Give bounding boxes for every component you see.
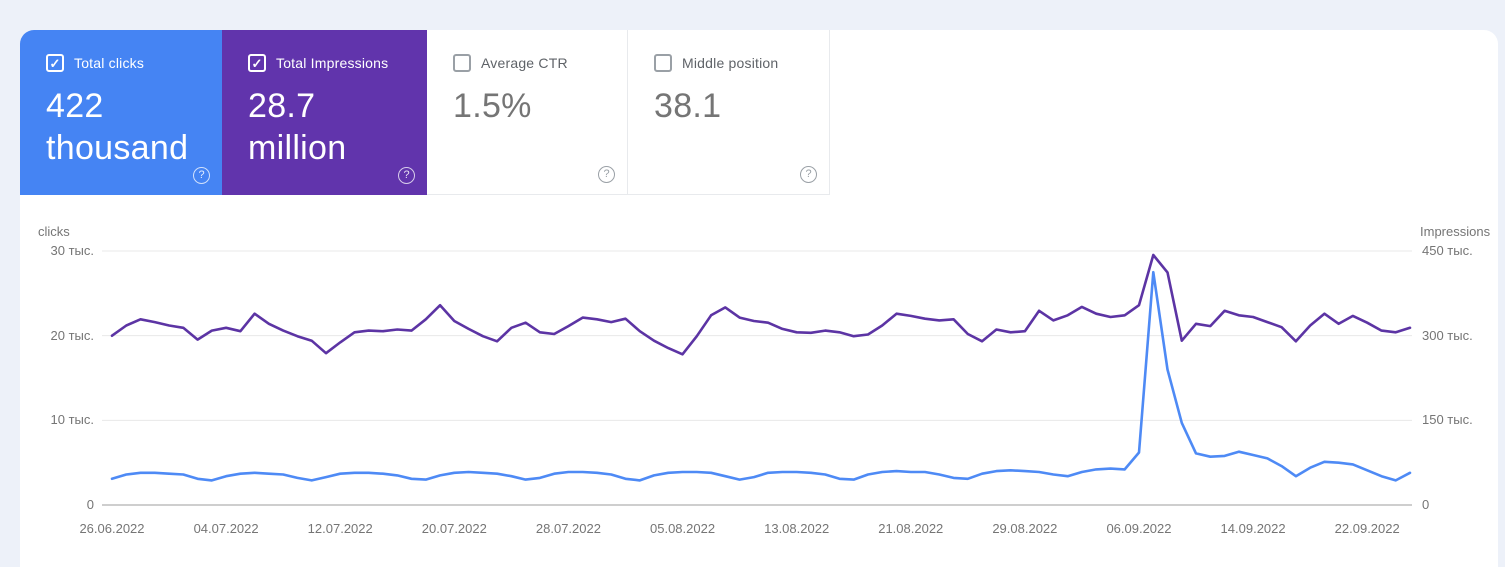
x-axis-date-label: 06.09.2022 xyxy=(1106,521,1172,536)
card-value: 28.7 million xyxy=(248,85,427,169)
x-axis-date-label: 28.07.2022 xyxy=(535,521,601,536)
right-axis-tick: 450 тыс. xyxy=(1422,243,1473,258)
left-axis-tick: 0 xyxy=(86,497,94,512)
x-axis-date-label: 29.08.2022 xyxy=(992,521,1058,536)
help-icon[interactable]: ? xyxy=(598,166,615,183)
left-axis-tick: 10 тыс. xyxy=(50,412,94,428)
card-average-ctr[interactable]: Average CTR 1.5% ? xyxy=(427,30,628,195)
card-middle-position[interactable]: Middle position 38.1 ? xyxy=(628,30,830,195)
card-value: 1.5% xyxy=(453,85,627,127)
x-axis-date-label: 22.09.2022 xyxy=(1334,521,1400,536)
x-axis-date-label: 13.08.2022 xyxy=(764,521,830,536)
checkbox-total-impressions-icon[interactable]: ✓ xyxy=(248,54,266,72)
card-value-line1: 28.7 xyxy=(248,87,316,125)
card-value: 422 thousand xyxy=(46,85,222,169)
card-label: Middle position xyxy=(682,55,779,71)
card-header: Average CTR xyxy=(453,54,627,72)
left-axis-tick: 20 тыс. xyxy=(50,327,94,343)
card-total-impressions[interactable]: ✓ Total Impressions 28.7 million ? xyxy=(222,30,427,195)
help-icon[interactable]: ? xyxy=(193,167,210,184)
performance-chart[interactable]: clicks Impressions 30 тыс. 20 тыс. 10 тыс.… xyxy=(20,30,1498,567)
x-axis-date-label: 20.07.2022 xyxy=(421,521,487,536)
card-value-line2: million xyxy=(248,129,347,167)
card-value-line1: 1.5% xyxy=(453,87,532,125)
right-axis-title: Impressions xyxy=(1420,224,1491,239)
metric-cards-row: ✓ Total clicks 422 thousand ? ✓ Total Im… xyxy=(20,30,830,195)
checkbox-middle-position-icon[interactable] xyxy=(654,54,672,72)
x-axis-date-label: 12.07.2022 xyxy=(307,521,373,536)
card-label: Total clicks xyxy=(74,55,145,71)
performance-panel: ✓ Total clicks 422 thousand ? ✓ Total Im… xyxy=(20,30,1498,567)
x-axis-date-label: 26.06.2022 xyxy=(79,521,145,536)
right-axis-tick: 0 xyxy=(1422,497,1430,512)
x-axis-date-label: 05.08.2022 xyxy=(650,521,716,536)
card-total-clicks[interactable]: ✓ Total clicks 422 thousand ? xyxy=(20,30,222,195)
card-header: ✓ Total Impressions xyxy=(248,54,427,72)
help-icon[interactable]: ? xyxy=(800,166,817,183)
right-axis-tick: 300 тыс. xyxy=(1422,327,1473,343)
help-icon[interactable]: ? xyxy=(398,167,415,184)
x-axis-date-label: 21.08.2022 xyxy=(878,521,944,536)
checkbox-total-clicks-icon[interactable]: ✓ xyxy=(46,54,64,72)
card-header: ✓ Total clicks xyxy=(46,54,222,72)
card-value: 38.1 xyxy=(654,85,829,127)
x-axis-date-label: 14.09.2022 xyxy=(1220,521,1286,536)
card-label: Average CTR xyxy=(481,55,568,71)
series-clicks xyxy=(110,270,1412,482)
x-axis-date-label: 04.07.2022 xyxy=(193,521,259,536)
card-value-line1: 38.1 xyxy=(654,87,722,125)
card-value-line1: 422 xyxy=(46,87,104,125)
left-axis-tick: 30 тыс. xyxy=(50,243,94,258)
right-axis-tick: 150 тыс. xyxy=(1422,412,1473,428)
checkbox-average-ctr-icon[interactable] xyxy=(453,54,471,72)
card-header: Middle position xyxy=(654,54,829,72)
series-Impressions xyxy=(110,253,1412,356)
chart-canvas[interactable] xyxy=(20,210,1498,540)
card-label: Total Impressions xyxy=(276,55,389,71)
card-value-line2: thousand xyxy=(46,129,189,167)
left-axis-title: clicks xyxy=(38,224,70,239)
